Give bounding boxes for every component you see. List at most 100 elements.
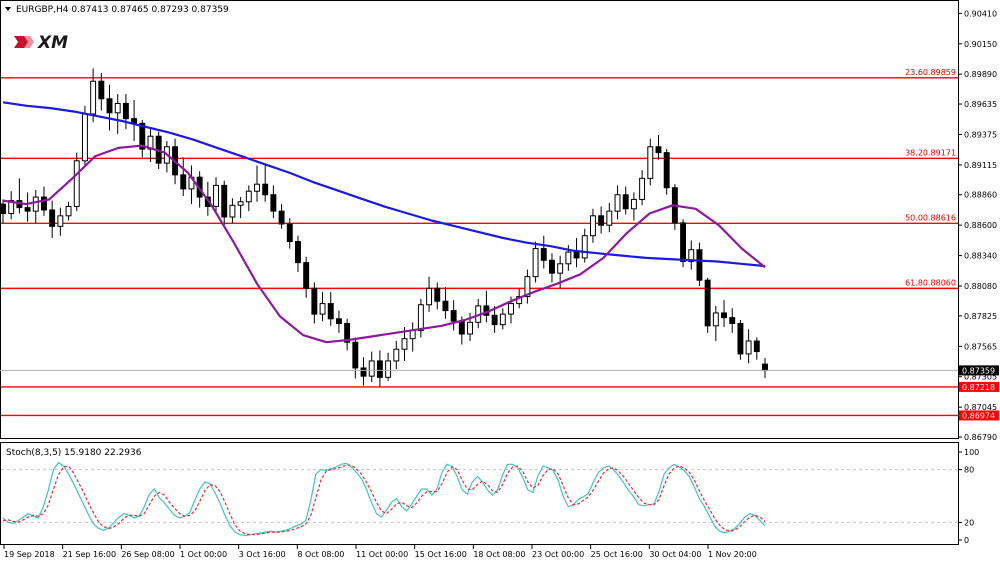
candle-body (311, 287, 318, 315)
candle-body (368, 360, 375, 377)
candle-body (729, 317, 736, 324)
dropdown-arrow-icon[interactable] (5, 7, 11, 11)
time-tick-label: 8 Oct 08:00 (297, 550, 344, 559)
time-tick-label: 30 Oct 04:00 (649, 550, 701, 559)
stoch-signal-line (2, 464, 766, 536)
candle-body (573, 251, 580, 259)
price-tick-label: 0.87305 (964, 373, 997, 382)
candle-body (549, 259, 555, 274)
candle-body (598, 215, 605, 226)
time-tick-label: 1 Oct 00:00 (180, 550, 227, 559)
xm-logo-text: XM (37, 33, 68, 53)
candle-body (8, 200, 15, 214)
candle-body (139, 122, 146, 150)
candle-body (426, 287, 433, 306)
price-tick-label: 0.89635 (964, 100, 997, 109)
candle-body (65, 205, 72, 217)
candle-body (655, 146, 662, 154)
moving-averages (2, 101, 766, 344)
price-tick-label: 0.90150 (964, 40, 997, 49)
fib-label: 61.80.88060 (905, 278, 956, 287)
price-tick-label: 0.88080 (964, 282, 997, 291)
price-tick-label: 0.87825 (964, 312, 997, 321)
candle-body (639, 177, 646, 200)
candle-body (762, 363, 768, 371)
price-tick-label: 0.87045 (964, 403, 997, 412)
main-panel-frame (0, 0, 959, 439)
candle-body (409, 330, 416, 340)
candle-body (81, 113, 88, 162)
time-tick-label: 19 Sep 2018 (4, 550, 55, 559)
candle-body (737, 322, 744, 355)
candle-body (106, 98, 113, 114)
candle-body (417, 304, 424, 331)
candle-body (491, 314, 498, 326)
candle-body (0, 203, 6, 214)
candle-body (278, 210, 285, 225)
time-tick-label: 18 Oct 08:00 (473, 550, 525, 559)
time-tick-label: 1 Nov 20:00 (708, 550, 757, 559)
candle-body (557, 263, 564, 274)
candle-body (344, 322, 351, 343)
candle-body (327, 303, 334, 320)
candle-body (630, 198, 637, 210)
candle-body (614, 194, 621, 212)
candle-body (319, 303, 326, 315)
candle-body (663, 152, 670, 189)
price-tick-label: 0.88600 (964, 221, 997, 230)
stoch-panel-frame (0, 442, 959, 545)
time-tick-label: 3 Oct 16:00 (239, 550, 286, 559)
candle-body (41, 196, 47, 211)
price-tag-label: 0.86974 (962, 411, 995, 420)
candle-body (262, 183, 269, 196)
price-tag-label: 0.87218 (962, 383, 995, 392)
candle-body (270, 194, 277, 212)
candle-body (352, 341, 359, 369)
time-axis: 19 Sep 2018 21 Sep 16:00 26 Sep 08:00 1 Oct… (3, 545, 757, 559)
fib-label: 38.20.89171 (905, 148, 956, 157)
fib-labels: 23.60.89859 38.20.89171 50.00.88616 61.80.8… (905, 68, 956, 288)
candle-body (393, 348, 400, 362)
candle-body (696, 249, 703, 281)
candle-body (376, 360, 383, 378)
candle-body (458, 320, 465, 335)
fib-label: 23.60.89859 (905, 68, 956, 77)
stoch-title: Stoch(8,3,5) 15.9180 22.2936 (6, 448, 142, 458)
candle-body (24, 207, 31, 212)
candle-body (745, 340, 752, 355)
price-tick-label: 0.88340 (964, 252, 997, 261)
candle-body (237, 201, 244, 206)
candle-body (245, 190, 252, 203)
candle-body (73, 160, 80, 207)
candle-body (499, 313, 506, 326)
candle-body (98, 80, 105, 100)
stoch-tick-label: 80 (964, 466, 974, 475)
candle-body (442, 300, 449, 312)
candle-body (712, 312, 719, 327)
price-tick-label: 0.89115 (964, 161, 997, 170)
stoch-series (2, 461, 766, 537)
candle-body (434, 287, 441, 302)
xm-logo: XM (14, 33, 68, 53)
time-tick-label: 23 Oct 00:00 (532, 550, 584, 559)
price-tag-label: 0.87359 (962, 366, 995, 375)
candle-body (401, 338, 408, 350)
candle-body (753, 340, 760, 353)
candle-body (524, 276, 531, 298)
time-tick-label: 26 Sep 08:00 (121, 550, 174, 559)
candle-body (114, 102, 121, 114)
ma-fast-line (2, 144, 766, 344)
candle-body (221, 184, 228, 218)
candle-body (49, 209, 56, 227)
candle-body (213, 184, 219, 207)
candle-body (122, 102, 129, 120)
candle-body (721, 312, 727, 319)
time-tick-label: 11 Oct 00:00 (356, 550, 408, 559)
ma-slow-line (2, 101, 766, 268)
candle-body (532, 248, 539, 278)
price-tick-label: 0.86790 (964, 433, 997, 442)
candle-body (508, 303, 514, 315)
candle-body (467, 321, 473, 335)
